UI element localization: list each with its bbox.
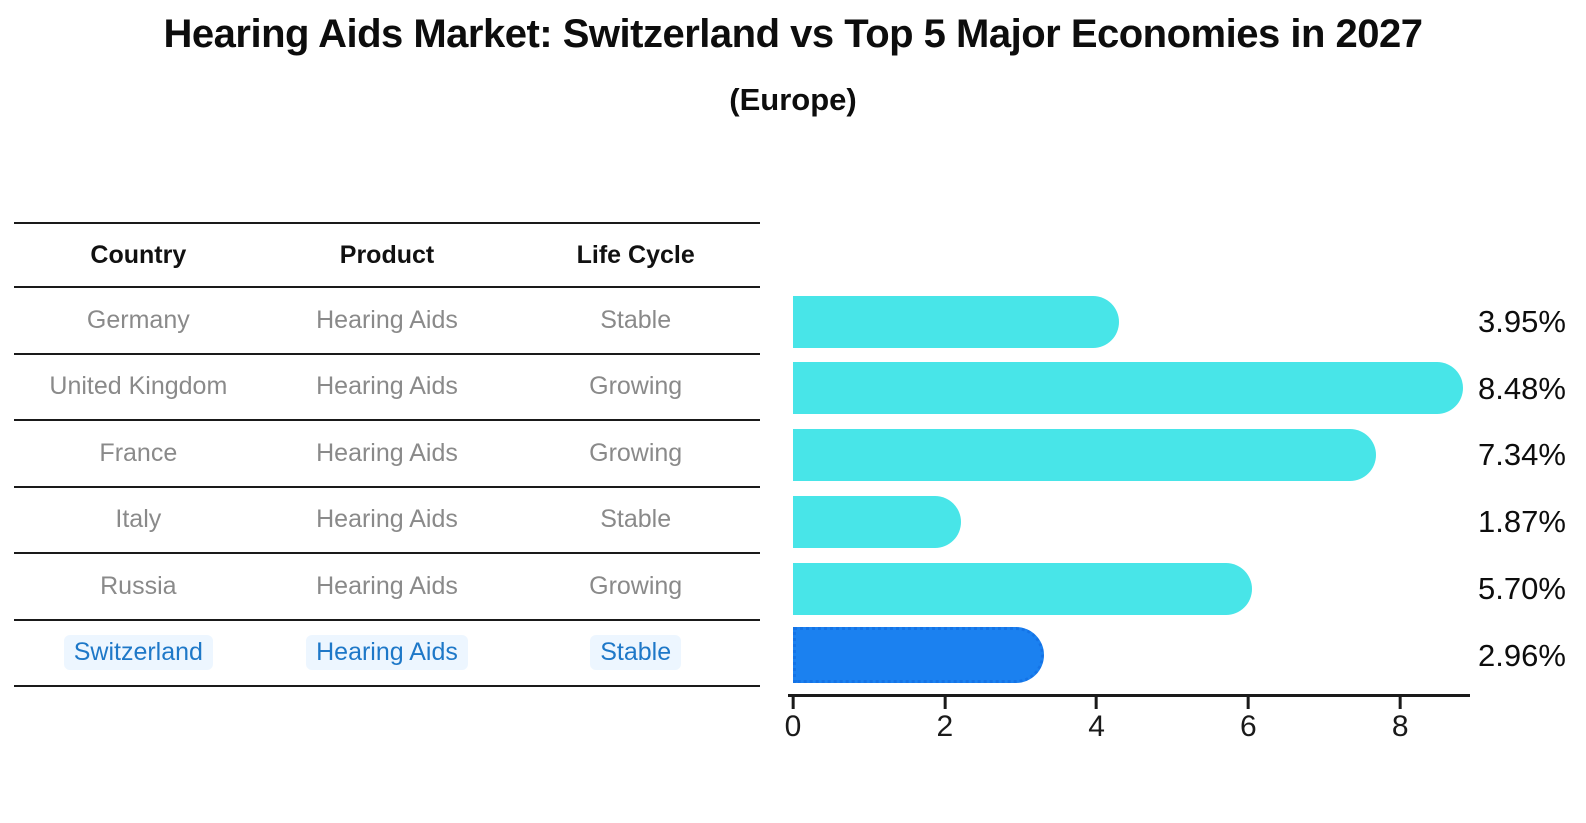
value-label-switzerland: 2.96% bbox=[1478, 637, 1566, 673]
bar-row-france: 7.34% bbox=[793, 422, 1586, 489]
cell-product: Hearing Aids bbox=[316, 372, 458, 401]
table-row-france: France Hearing Aids Growing bbox=[14, 421, 760, 488]
cell-product: Hearing Aids bbox=[263, 635, 512, 671]
value-label-germany: 3.95% bbox=[1478, 303, 1566, 339]
tick-mark bbox=[943, 697, 947, 709]
tick-label: 8 bbox=[1391, 710, 1409, 743]
cell-product: Hearing Aids bbox=[316, 305, 458, 334]
bar-row-united-kingdom: 8.48% bbox=[793, 355, 1586, 422]
bar-row-russia: 5.70% bbox=[793, 556, 1586, 623]
tick-label: 2 bbox=[936, 710, 954, 743]
bar-row-italy: 1.87% bbox=[793, 489, 1586, 556]
cell-life-cycle: Growing bbox=[589, 571, 683, 600]
cell-product: Hearing Aids bbox=[316, 438, 458, 467]
column-header-product: Product bbox=[339, 240, 435, 269]
x-axis-tick: 2 bbox=[936, 697, 953, 744]
table-row-germany: Germany Hearing Aids Stable bbox=[14, 288, 760, 355]
x-axis-tick: 6 bbox=[1240, 697, 1257, 744]
bar-france bbox=[793, 429, 1377, 481]
tick-label: 6 bbox=[1240, 710, 1257, 743]
x-axis-tick: 4 bbox=[1088, 697, 1105, 744]
cell-country: Russia bbox=[100, 571, 177, 600]
x-axis-tick: 8 bbox=[1392, 697, 1409, 744]
bar-united-kingdom bbox=[793, 362, 1463, 415]
cell-country: Switzerland bbox=[14, 635, 263, 671]
column-header-country: Country bbox=[90, 240, 187, 269]
x-axis: 0 2 4 6 8 bbox=[784, 694, 1470, 754]
bar-row-germany: 3.95% bbox=[793, 289, 1586, 356]
table-row-united-kingdom: United Kingdom Hearing Aids Growing bbox=[14, 355, 760, 421]
cell-country: United Kingdom bbox=[49, 372, 228, 401]
cell-product: Hearing Aids bbox=[316, 571, 458, 600]
column-header-life-cycle: Life Cycle bbox=[576, 240, 695, 269]
chart-title: Hearing Aids Market: Switzerland vs Top … bbox=[163, 12, 1423, 56]
bar-russia bbox=[793, 562, 1252, 615]
tick-label: 0 bbox=[784, 710, 802, 743]
value-label-russia: 5.70% bbox=[1478, 570, 1566, 606]
tick-mark bbox=[1398, 697, 1402, 709]
table-row-italy: Italy Hearing Aids Stable bbox=[14, 488, 760, 554]
bar-switzerland bbox=[793, 627, 1044, 684]
cell-life-cycle: Growing bbox=[589, 372, 683, 401]
table-row-russia: Russia Hearing Aids Growing bbox=[14, 554, 760, 621]
chart-subtitle: (Europe) bbox=[729, 82, 857, 117]
tick-mark bbox=[1246, 697, 1250, 709]
cell-country: Italy bbox=[115, 505, 162, 534]
tick-mark bbox=[1095, 697, 1099, 709]
bar-italy bbox=[793, 495, 961, 548]
value-label-france: 7.34% bbox=[1478, 437, 1566, 473]
table-header-row: Country Product Life Cycle bbox=[14, 222, 760, 288]
cell-life-cycle: Stable bbox=[600, 305, 672, 334]
cell-life-cycle: Stable bbox=[511, 635, 760, 671]
table-row-switzerland: Switzerland Hearing Aids Stable bbox=[14, 621, 760, 687]
cell-product: Hearing Aids bbox=[316, 505, 458, 534]
x-axis-tick: 0 bbox=[784, 697, 802, 744]
bar-chart: 3.95% 8.48% 7.34% 1.87% 5.70% 2.96% bbox=[793, 289, 1586, 690]
bar-germany bbox=[793, 295, 1119, 348]
tick-mark bbox=[791, 697, 795, 709]
value-label-italy: 1.87% bbox=[1478, 504, 1566, 540]
cell-life-cycle: Growing bbox=[589, 438, 683, 467]
cell-life-cycle: Stable bbox=[600, 505, 672, 534]
country-table: Country Product Life Cycle Germany Heari… bbox=[14, 222, 760, 687]
cell-country: Germany bbox=[86, 305, 190, 334]
cell-country: France bbox=[99, 438, 178, 467]
bar-row-switzerland: 2.96% bbox=[793, 622, 1586, 689]
value-label-united-kingdom: 8.48% bbox=[1478, 370, 1566, 406]
x-axis-line bbox=[788, 694, 1470, 697]
tick-label: 4 bbox=[1088, 710, 1105, 743]
